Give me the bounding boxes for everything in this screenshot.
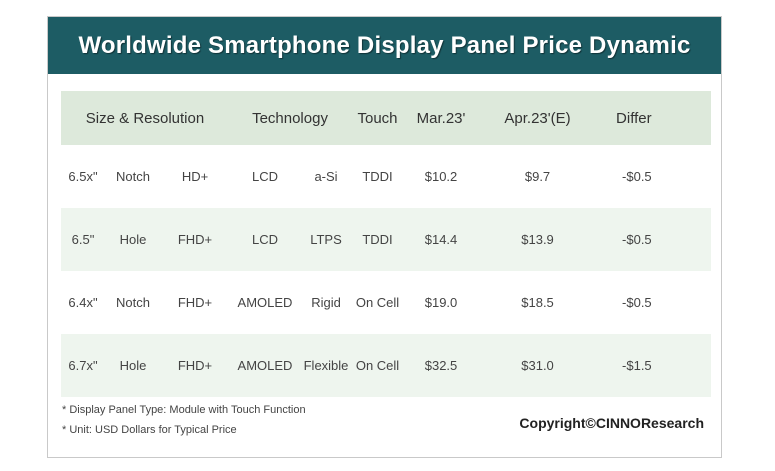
table-row: 6.5x" Notch HD+ LCD a-Si TDDI $10.2 $9.7… bbox=[61, 145, 711, 208]
cell-size: 6.5" bbox=[71, 232, 95, 247]
cell-technology: a-Si bbox=[314, 169, 338, 184]
cell-technology: Rigid bbox=[311, 295, 341, 310]
table-row: 6.7x" Hole FHD+ AMOLED Flexible On Cell … bbox=[61, 334, 712, 397]
cell-differ: -$0.5 bbox=[622, 232, 652, 247]
cell-mar-price: $19.0 bbox=[424, 295, 458, 310]
footnotes: * Display Panel Type: Module with Touch … bbox=[62, 400, 306, 440]
cell-mar-price: $10.2 bbox=[424, 169, 458, 184]
cell-resolution: HD+ bbox=[181, 169, 209, 184]
cell-notch: Notch bbox=[116, 295, 150, 310]
cell-differ: -$0.5 bbox=[622, 295, 652, 310]
header-apr: Apr.23'(E) bbox=[504, 109, 571, 127]
table-header-row: Size & Resolution Technology Touch Mar.2… bbox=[61, 91, 712, 145]
header-touch: Touch bbox=[357, 109, 398, 127]
cell-technology: Flexible bbox=[303, 358, 349, 373]
cell-technology: LTPS bbox=[310, 232, 342, 247]
cell-mar-price: $14.4 bbox=[424, 232, 458, 247]
price-table: Size & Resolution Technology Touch Mar.2… bbox=[61, 91, 712, 397]
cell-notch: Hole bbox=[119, 232, 147, 247]
cell-resolution: FHD+ bbox=[177, 232, 213, 247]
table-row: 6.5" Hole FHD+ LCD LTPS TDDI $14.4 $13.9… bbox=[61, 208, 712, 271]
cell-touch: TDDI bbox=[362, 169, 393, 184]
cell-touch: On Cell bbox=[355, 295, 400, 310]
header-size-resolution: Size & Resolution bbox=[85, 109, 205, 127]
cell-notch: Notch bbox=[116, 169, 150, 184]
cell-size: 6.7x" bbox=[68, 358, 98, 373]
price-table-card: Worldwide Smartphone Display Panel Price… bbox=[47, 16, 722, 458]
table-row: 6.4x" Notch FHD+ AMOLED Rigid On Cell $1… bbox=[61, 271, 711, 334]
cell-differ: -$1.5 bbox=[622, 358, 652, 373]
header-differ: Differ bbox=[616, 109, 652, 127]
cell-panel: LCD bbox=[251, 169, 278, 184]
cell-differ: -$0.5 bbox=[622, 169, 652, 184]
header-technology: Technology bbox=[252, 109, 328, 127]
cell-resolution: FHD+ bbox=[177, 358, 213, 373]
cell-panel: AMOLED bbox=[237, 295, 293, 310]
cell-touch: TDDI bbox=[362, 232, 393, 247]
cell-apr-price: $13.9 bbox=[521, 232, 554, 247]
cell-panel: LCD bbox=[251, 232, 278, 247]
footnote-unit: * Unit: USD Dollars for Typical Price bbox=[62, 424, 237, 436]
table-title: Worldwide Smartphone Display Panel Price… bbox=[48, 17, 721, 74]
cell-apr-price: $18.5 bbox=[521, 295, 554, 310]
cell-resolution: FHD+ bbox=[177, 295, 213, 310]
cell-panel: AMOLED bbox=[237, 358, 293, 373]
cell-size: 6.4x" bbox=[68, 295, 98, 310]
header-mar: Mar.23' bbox=[416, 109, 466, 127]
cell-notch: Hole bbox=[119, 358, 147, 373]
footnote-panel-type: * Display Panel Type: Module with Touch … bbox=[62, 404, 306, 416]
cell-apr-price: $9.7 bbox=[524, 169, 551, 184]
cell-touch: On Cell bbox=[355, 358, 400, 373]
cell-size: 6.5x" bbox=[68, 169, 98, 184]
cell-mar-price: $32.5 bbox=[424, 358, 458, 373]
copyright-text: Copyright©CINNOResearch bbox=[519, 415, 704, 431]
cell-apr-price: $31.0 bbox=[521, 358, 554, 373]
